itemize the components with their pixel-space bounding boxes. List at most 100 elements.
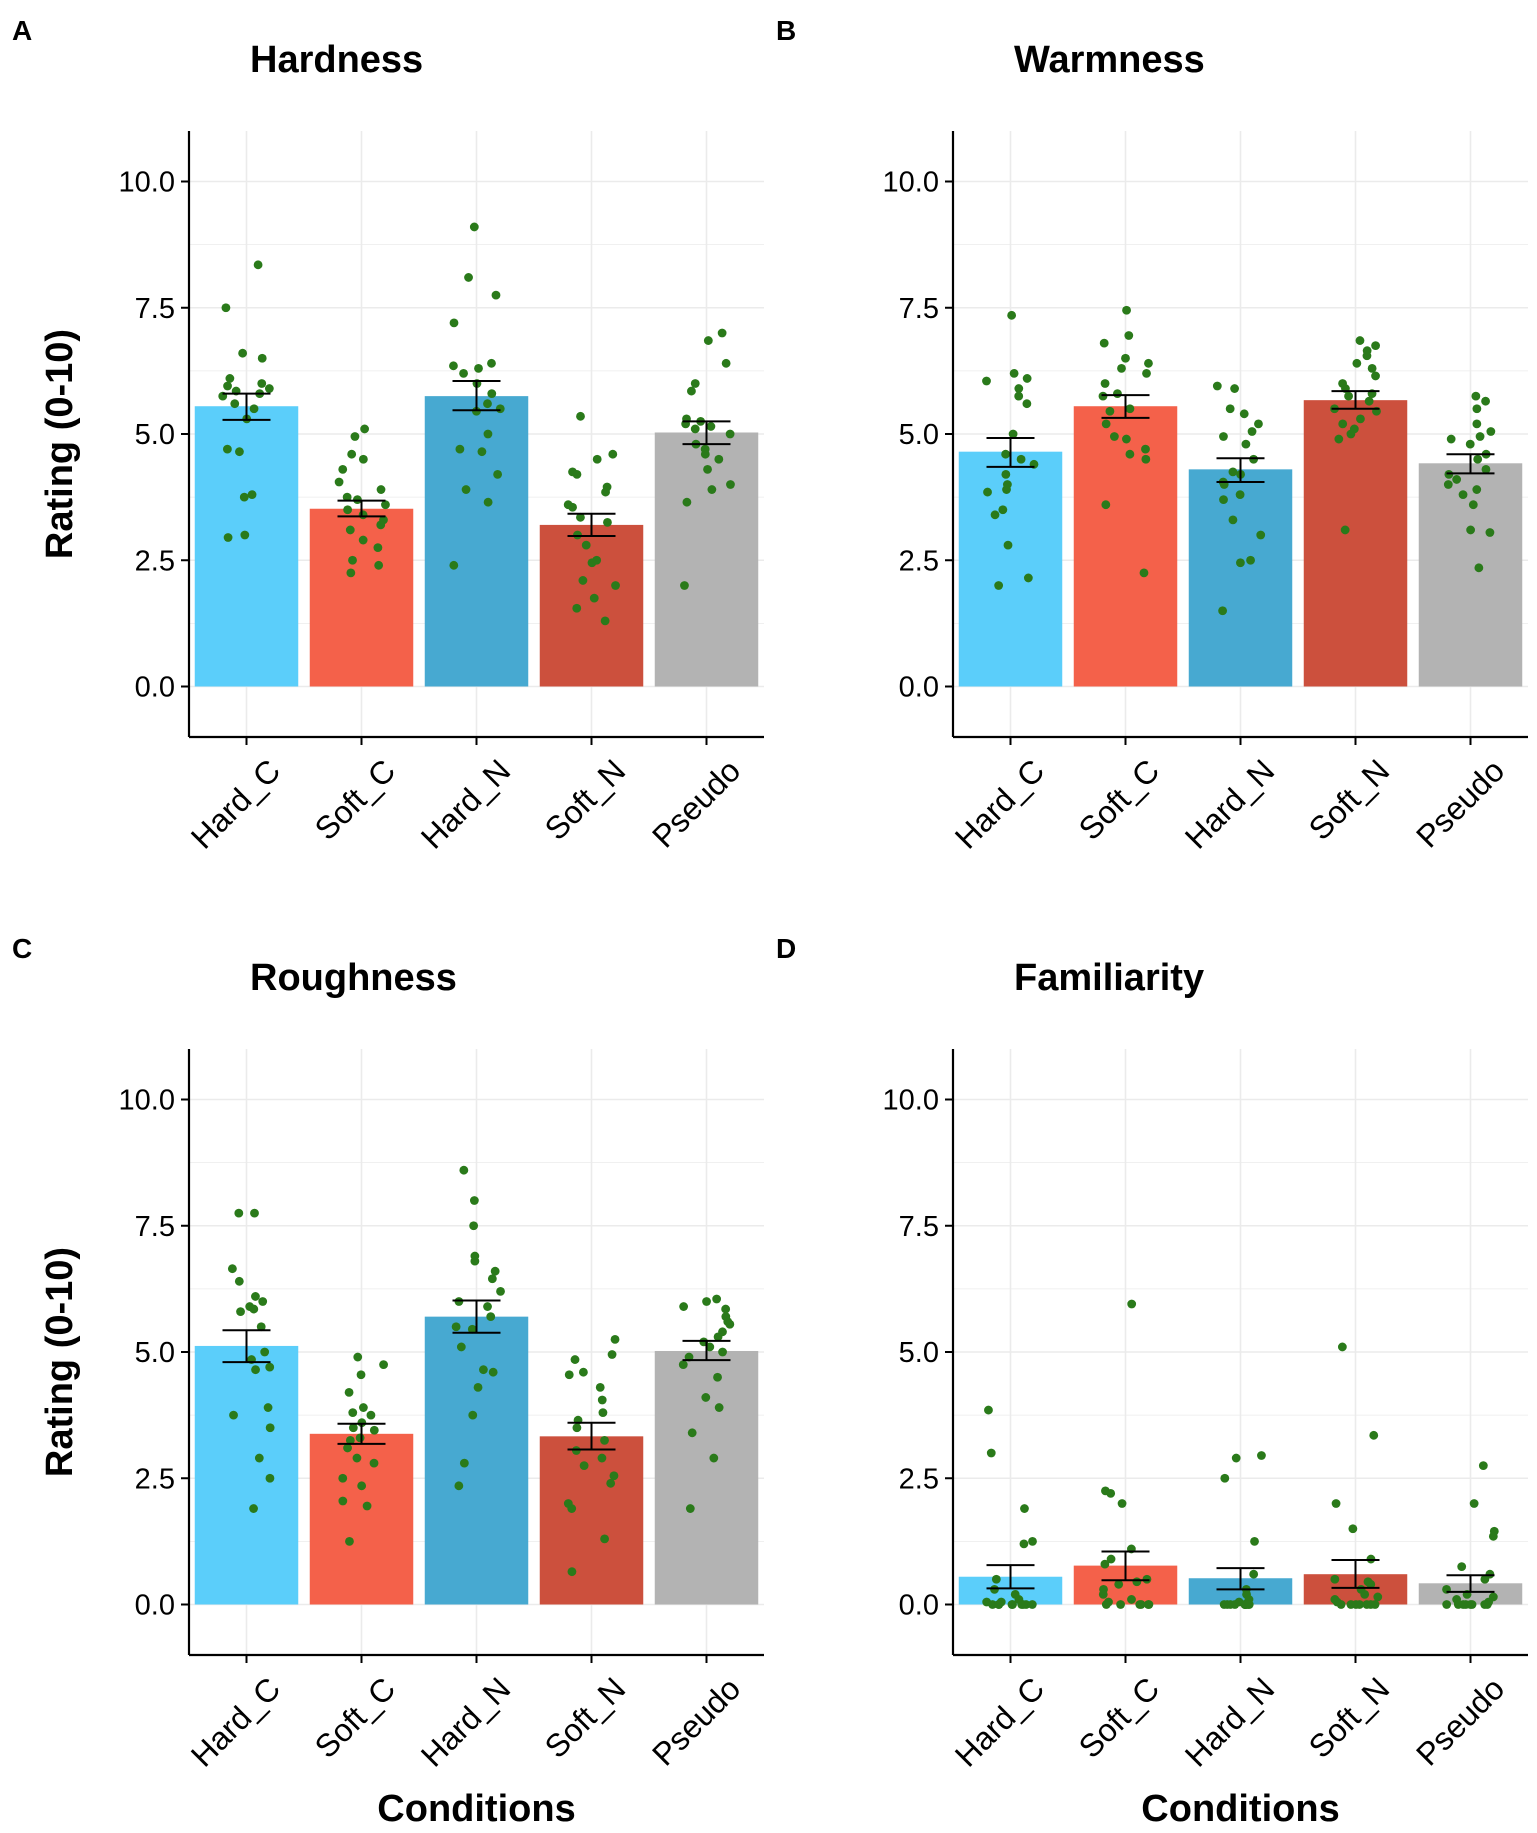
data-point <box>488 1367 498 1377</box>
data-point <box>1002 485 1011 494</box>
data-point <box>379 1360 388 1370</box>
data-point <box>1242 1600 1252 1609</box>
data-point <box>1468 500 1478 510</box>
data-point <box>355 1433 365 1443</box>
data-point <box>1481 396 1490 406</box>
data-point <box>1113 389 1122 398</box>
data-point <box>567 1567 577 1577</box>
data-point <box>1124 331 1134 340</box>
data-point <box>587 558 597 568</box>
x-tick-label: Soft_C <box>308 752 403 847</box>
bar-soft-n <box>539 524 644 687</box>
data-point <box>1144 358 1153 368</box>
data-point <box>1028 1536 1037 1546</box>
data-point <box>1101 419 1111 429</box>
data-point <box>238 348 248 358</box>
bar-hard-n <box>424 396 529 687</box>
data-point <box>454 1481 464 1491</box>
data-point <box>451 1322 461 1332</box>
data-point <box>357 1481 367 1491</box>
y-tick-label: 7.5 <box>899 1211 939 1243</box>
data-point <box>470 1256 480 1266</box>
data-point <box>240 530 250 540</box>
data-point <box>1101 500 1111 510</box>
panel-c: C Roughness 0.0 2.5 5.0 7.5 10.0 Hard_C Soft_C Ha… <box>12 933 764 1830</box>
data-point <box>1488 1531 1498 1541</box>
error-bar <box>1216 1567 1265 1591</box>
data-point <box>595 1382 605 1392</box>
data-point <box>1098 1590 1108 1599</box>
data-point <box>1231 1453 1241 1463</box>
data-point <box>597 1453 607 1463</box>
data-point <box>1472 485 1482 494</box>
y-tick-label: 10.0 <box>119 167 175 199</box>
data-point <box>1254 419 1263 429</box>
data-point <box>592 454 602 464</box>
data-point <box>449 361 458 371</box>
data-point <box>679 1302 689 1311</box>
error-bar <box>222 392 271 421</box>
data-point <box>1362 1600 1372 1609</box>
data-point <box>1141 444 1150 454</box>
error-bar <box>986 1564 1035 1590</box>
data-point <box>247 490 257 499</box>
data-point <box>487 358 496 368</box>
data-point <box>1228 467 1238 477</box>
data-point <box>464 273 473 282</box>
data-point <box>338 464 348 474</box>
data-point <box>1250 1536 1259 1546</box>
data-point <box>703 336 713 345</box>
data-point <box>459 369 468 378</box>
data-point <box>1105 406 1115 416</box>
data-point <box>474 363 483 373</box>
data-point <box>990 1584 999 1594</box>
x-axis-title: Conditions <box>377 1788 575 1830</box>
data-point <box>356 1370 366 1380</box>
data-point <box>1220 1473 1230 1483</box>
y-tick-label: 5.0 <box>899 1337 939 1369</box>
data-point <box>467 1324 477 1334</box>
data-point <box>456 1342 466 1352</box>
data-point <box>468 1410 478 1420</box>
x-tick-label: Soft_N <box>1302 1670 1397 1765</box>
error-bar <box>1446 453 1495 475</box>
data-point <box>1344 391 1353 401</box>
data-point <box>1338 419 1348 429</box>
data-point <box>1121 434 1131 444</box>
data-point <box>1360 1590 1370 1599</box>
data-point <box>249 404 259 414</box>
data-point <box>469 222 479 232</box>
data-point <box>348 1423 358 1433</box>
data-point <box>994 1600 1004 1609</box>
data-point <box>1481 464 1491 474</box>
data-point <box>982 376 991 386</box>
data-point <box>1142 1574 1152 1584</box>
data-point <box>358 535 368 545</box>
data-point <box>1218 606 1228 616</box>
data-point <box>690 379 700 388</box>
x-tick-label: Hard_N <box>414 752 517 855</box>
data-point <box>495 404 505 414</box>
bar-pseudo <box>654 1350 759 1605</box>
data-point <box>369 1458 379 1468</box>
data-point <box>487 389 497 398</box>
panel-d: D Familiarity 0.0 2.5 5.0 7.5 10.0 Hard_C Soft_C… <box>776 933 1528 1830</box>
y-tick-label: 5.0 <box>135 1337 175 1369</box>
y-axis-title: Rating (0-10) <box>39 1247 81 1477</box>
data-point <box>1458 490 1468 499</box>
y-tick-label: 7.5 <box>899 293 939 325</box>
data-point <box>357 1418 367 1428</box>
data-point <box>718 1347 727 1357</box>
y-tick-label: 10.0 <box>883 167 939 199</box>
data-point <box>991 1574 1001 1584</box>
data-point <box>352 1453 362 1463</box>
y-tick-label: 5.0 <box>899 419 939 451</box>
data-point <box>376 520 386 530</box>
data-point <box>713 1372 722 1382</box>
data-point <box>988 1600 997 1609</box>
data-point <box>1117 1499 1127 1508</box>
data-point <box>701 1393 711 1402</box>
data-point <box>222 444 232 454</box>
bar-soft-c <box>1073 406 1178 687</box>
y-tick-label: 10.0 <box>883 1085 939 1117</box>
